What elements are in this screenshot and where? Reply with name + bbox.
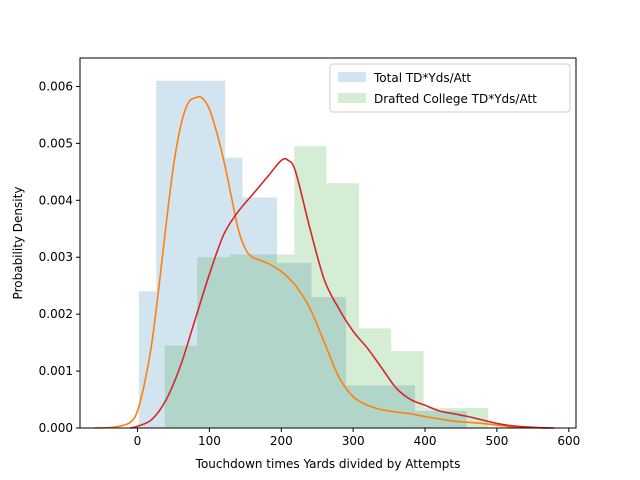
kde-curve-2	[130, 157, 555, 429]
hist-bar-2-1	[164, 345, 198, 428]
legend-swatch-1	[338, 72, 366, 82]
hist-bar-1-9	[276, 262, 295, 428]
hist-bar-1-11	[311, 297, 329, 428]
y-tick-label: 0.004	[39, 193, 73, 207]
hist-bar-2-3	[229, 254, 262, 428]
hist-bar-2-2	[197, 257, 230, 428]
legend: Total TD*Yds/Att Drafted College TD*Yds/A…	[329, 63, 571, 113]
y-tick-label: 0.000	[39, 421, 73, 435]
hist-bar-2-6	[326, 183, 359, 428]
hist-bar-1-1	[138, 291, 157, 428]
x-tick-label: 400	[414, 434, 437, 448]
legend-box	[329, 63, 571, 113]
axes: 0 100 200 300 400 500 600 0.000 0.001 0.002 0.003 0…	[39, 57, 580, 448]
y-tick-label: 0.006	[39, 79, 73, 93]
hist-bar-1-4	[190, 80, 208, 429]
x-axis-label: Touchdown times Yards divided by Attempt…	[195, 457, 461, 471]
x-tick-label: 0	[134, 434, 142, 448]
hist-bar-1-3	[173, 80, 191, 429]
x-tick-label: 600	[557, 434, 580, 448]
legend-label-1: Total TD*Yds/Att	[373, 71, 471, 85]
y-axis-label: Probability Density	[11, 187, 25, 300]
hist-bar-1-12	[328, 297, 346, 428]
hist-bar-1-8	[259, 197, 277, 428]
x-tick-label: 100	[198, 434, 221, 448]
hist-bar-1-15	[380, 385, 398, 428]
hist-bar-1-7	[242, 197, 260, 428]
hist-bar-1-16	[397, 385, 415, 428]
hist-bar-2-5	[294, 146, 327, 428]
hist-bar-1-2	[156, 80, 174, 429]
kde-curve-1	[94, 95, 548, 429]
y-tick-label: 0.005	[39, 136, 73, 150]
axes-frame	[79, 57, 577, 429]
y-tick-label: 0.001	[39, 364, 73, 378]
hist-bar-1-13	[345, 385, 364, 428]
y-tick-label: 0.003	[39, 250, 73, 264]
hist-bar-2-8	[391, 351, 424, 428]
y-tick-label: 0.002	[39, 307, 73, 321]
legend-label-2: Drafted College TD*Yds/Att	[374, 92, 537, 106]
x-tick-label: 200	[270, 434, 293, 448]
x-tick-label: 500	[485, 434, 508, 448]
hist-bar-2-4	[261, 254, 295, 428]
kde-curves	[94, 95, 555, 429]
legend-swatch-2	[338, 93, 366, 103]
x-tick-label: 300	[342, 434, 365, 448]
histogram-bars	[138, 80, 489, 429]
